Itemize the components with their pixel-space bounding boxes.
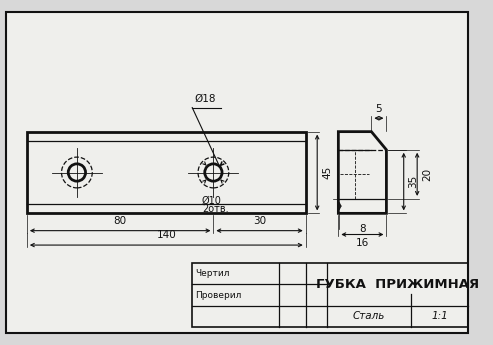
Bar — [27, 132, 306, 213]
Text: 8: 8 — [359, 224, 366, 234]
Text: ГУБКА  ПРИЖИМНАЯ: ГУБКА ПРИЖИМНАЯ — [316, 278, 479, 291]
Text: 30: 30 — [253, 216, 266, 226]
Text: Проверил: Проверил — [195, 290, 242, 299]
Text: Ø10: Ø10 — [202, 196, 222, 206]
Text: 140: 140 — [156, 230, 176, 240]
Text: 2отв.: 2отв. — [202, 204, 228, 214]
Text: Ø18: Ø18 — [194, 94, 215, 104]
Text: Сталь: Сталь — [353, 311, 386, 321]
Text: 5: 5 — [376, 104, 382, 114]
Bar — [192, 263, 468, 327]
Text: 45: 45 — [322, 166, 332, 179]
FancyBboxPatch shape — [6, 12, 468, 333]
Text: 35: 35 — [409, 175, 419, 188]
Text: Чертил: Чертил — [195, 269, 230, 278]
Text: 16: 16 — [356, 238, 369, 248]
Text: 1:1: 1:1 — [431, 311, 448, 321]
Text: 20: 20 — [422, 168, 432, 181]
Text: 80: 80 — [113, 216, 127, 226]
